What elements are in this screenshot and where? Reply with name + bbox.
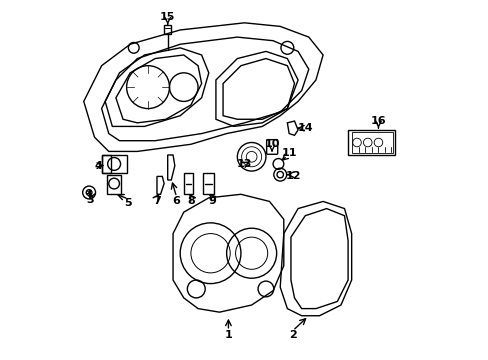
- Text: 14: 14: [297, 123, 312, 133]
- Text: 7: 7: [153, 197, 161, 206]
- Text: 15: 15: [160, 13, 175, 22]
- Text: 12: 12: [285, 171, 301, 181]
- Text: 1: 1: [224, 330, 232, 341]
- Text: 10: 10: [264, 139, 279, 149]
- Text: 8: 8: [187, 197, 195, 206]
- Text: 5: 5: [124, 198, 132, 208]
- Text: 2: 2: [288, 330, 296, 341]
- Text: 16: 16: [370, 116, 386, 126]
- Text: 11: 11: [281, 148, 296, 158]
- Text: 6: 6: [172, 197, 180, 206]
- Text: 13: 13: [236, 159, 252, 169]
- Text: 9: 9: [208, 197, 216, 206]
- Text: 3: 3: [86, 195, 94, 204]
- Text: 4: 4: [95, 161, 102, 171]
